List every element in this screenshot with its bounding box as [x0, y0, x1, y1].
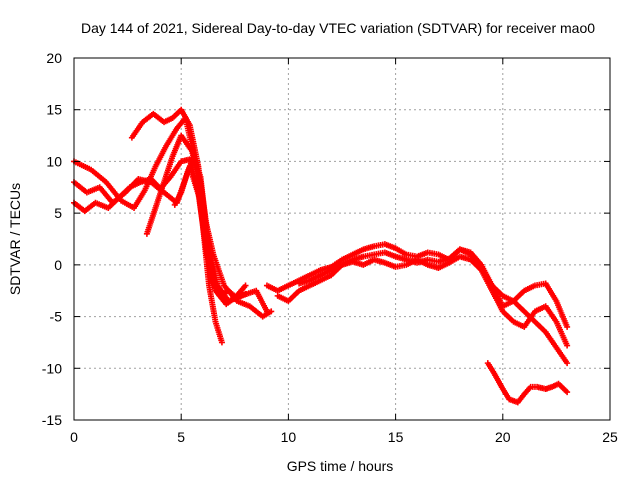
data-point	[564, 323, 571, 330]
plot-frame	[73, 57, 611, 421]
y-tick-label: -15	[42, 412, 62, 428]
y-tick-label: 10	[46, 153, 62, 169]
data-point	[564, 389, 571, 396]
y-tick-label: 20	[46, 50, 62, 66]
y-tick-label: 0	[54, 257, 62, 273]
series-track-6	[171, 153, 249, 308]
x-axis-title: GPS time / hours	[287, 458, 394, 474]
grid	[74, 58, 610, 420]
y-axis-title: SDTVAR / TECUs	[7, 183, 23, 295]
data-point	[564, 342, 571, 349]
x-tick-label: 10	[281, 429, 297, 445]
x-tick-label: 5	[177, 429, 185, 445]
tick-labels: 0 5 10 15 20 25 -15 -10 -5 0 5 10 15 20	[42, 50, 618, 445]
x-tick-label: 0	[70, 429, 78, 445]
x-tick-label: 20	[495, 429, 511, 445]
axis-ticks	[73, 57, 611, 421]
data-point	[268, 308, 275, 315]
x-tick-label: 25	[602, 429, 618, 445]
data-point	[218, 339, 225, 346]
y-tick-label: -5	[50, 309, 63, 325]
chart-title: Day 144 of 2021, Sidereal Day-to-day VTE…	[81, 20, 595, 36]
x-tick-label: 15	[388, 429, 404, 445]
y-tick-label: 5	[54, 205, 62, 221]
y-tick-label: 15	[46, 102, 62, 118]
data-points	[71, 106, 571, 406]
series-track-10	[484, 360, 571, 406]
data-point	[564, 360, 571, 367]
series-track-9	[296, 253, 571, 367]
y-tick-label: -10	[42, 360, 62, 376]
data-point	[242, 282, 249, 289]
